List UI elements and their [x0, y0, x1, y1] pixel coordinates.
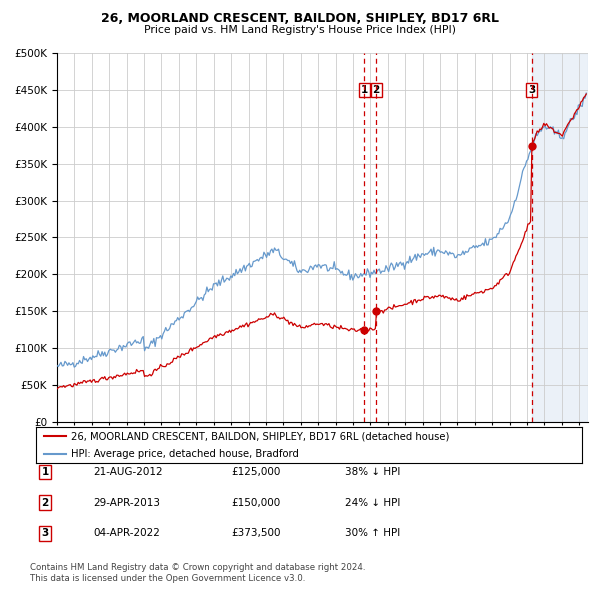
- Text: 30% ↑ HPI: 30% ↑ HPI: [345, 529, 400, 538]
- Text: 38% ↓ HPI: 38% ↓ HPI: [345, 467, 400, 477]
- Text: £373,500: £373,500: [231, 529, 281, 538]
- Text: Price paid vs. HM Land Registry's House Price Index (HPI): Price paid vs. HM Land Registry's House …: [144, 25, 456, 35]
- Bar: [532, 53, 588, 422]
- Text: 2: 2: [373, 85, 380, 95]
- Text: £150,000: £150,000: [231, 498, 280, 507]
- Text: 3: 3: [528, 85, 535, 95]
- Text: 04-APR-2022: 04-APR-2022: [93, 529, 160, 538]
- Text: 24% ↓ HPI: 24% ↓ HPI: [345, 498, 400, 507]
- Text: £125,000: £125,000: [231, 467, 280, 477]
- Text: 3: 3: [41, 529, 49, 538]
- Text: This data is licensed under the Open Government Licence v3.0.: This data is licensed under the Open Gov…: [30, 574, 305, 583]
- Text: 2: 2: [41, 498, 49, 507]
- Text: 29-APR-2013: 29-APR-2013: [93, 498, 160, 507]
- Text: 1: 1: [41, 467, 49, 477]
- Text: HPI: Average price, detached house, Bradford: HPI: Average price, detached house, Brad…: [71, 449, 299, 459]
- Text: Contains HM Land Registry data © Crown copyright and database right 2024.: Contains HM Land Registry data © Crown c…: [30, 563, 365, 572]
- Text: 26, MOORLAND CRESCENT, BAILDON, SHIPLEY, BD17 6RL: 26, MOORLAND CRESCENT, BAILDON, SHIPLEY,…: [101, 12, 499, 25]
- Text: 1: 1: [361, 85, 368, 95]
- Text: 26, MOORLAND CRESCENT, BAILDON, SHIPLEY, BD17 6RL (detached house): 26, MOORLAND CRESCENT, BAILDON, SHIPLEY,…: [71, 431, 450, 441]
- Text: 21-AUG-2012: 21-AUG-2012: [93, 467, 163, 477]
